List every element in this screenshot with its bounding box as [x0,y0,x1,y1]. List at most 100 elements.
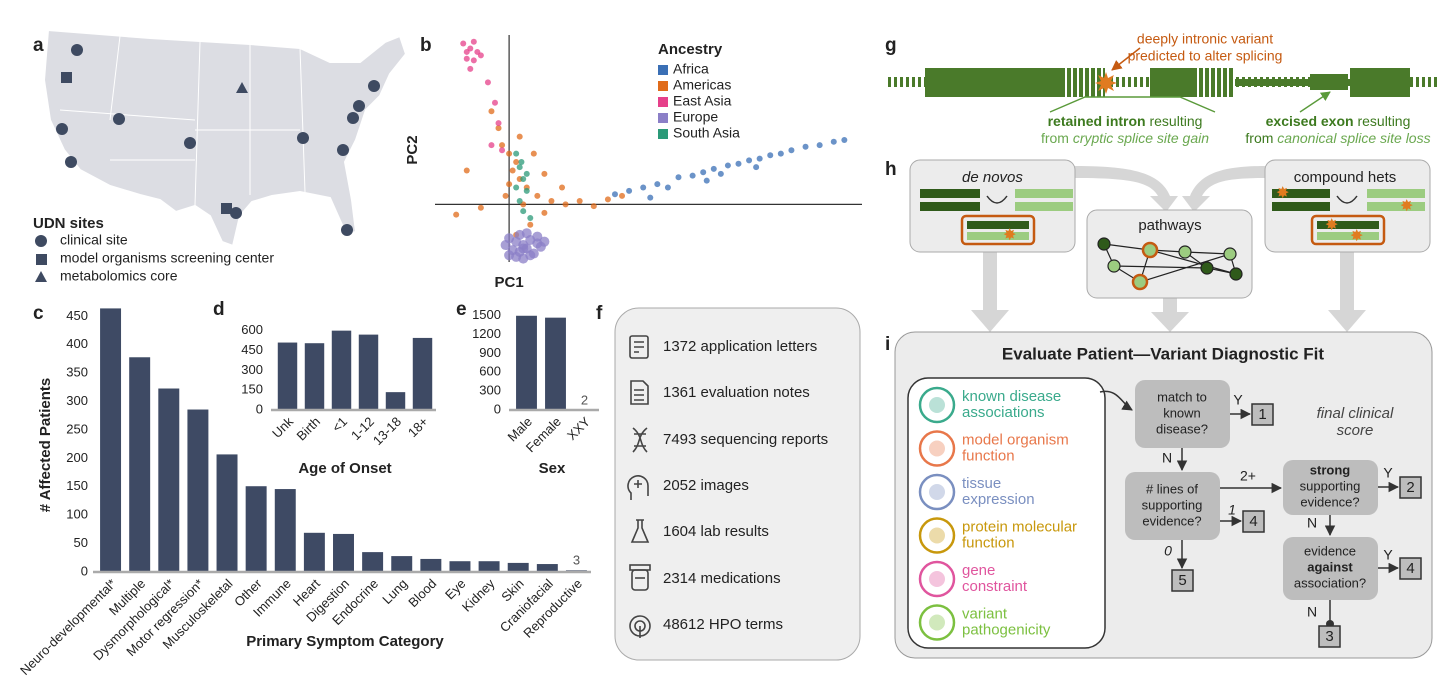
shape [1178,245,1192,259]
bar [412,337,433,410]
edge-label: N [1307,515,1317,531]
y-axis-label: PC2 [404,135,421,164]
edge-label: Y [1383,465,1393,481]
point [562,201,569,208]
y-tick-label: 600 [241,322,263,337]
record-label: 7493 sequencing reports [663,431,828,448]
point [753,164,760,171]
y-tick-label: 0 [494,401,501,416]
decision-boxes [1125,380,1378,600]
point [548,198,555,205]
shape [1317,221,1379,229]
y-tick-label: 400 [66,336,88,351]
shape [1015,189,1073,198]
shape [629,564,651,571]
evidence-label: constraint [962,578,1028,595]
shape [920,202,980,211]
retained-label: retained intron resulting [1048,113,1203,129]
decision-label: match to [1157,389,1207,404]
evidence-label: model organism [962,431,1069,448]
bar [478,561,500,572]
y-tick-label: 200 [66,450,88,465]
point [532,231,543,242]
bar [333,533,354,572]
shape [630,519,650,543]
panel-letter: f [596,303,603,324]
us-map [42,28,408,248]
record-label: 1604 lab results [663,523,769,540]
legend-label: Europe [673,109,718,125]
text-run: canonical splice site loss [1277,130,1430,146]
point [495,120,502,127]
point [520,175,527,182]
legend-label: South Asia [673,125,740,141]
panel-letter: h [885,159,897,180]
shape [1200,261,1214,275]
legend-swatch [658,81,668,91]
score: 5 [1178,572,1186,589]
excised-exon [1310,74,1348,90]
decision-label: # lines of [1146,481,1198,496]
point [460,40,467,47]
score: 4 [1406,560,1414,577]
bar [391,556,413,572]
panel-letter: i [885,334,890,355]
legend-swatch [658,129,668,139]
point [516,164,523,171]
legend-label: Africa [673,61,709,77]
evidence-label: known disease [962,388,1061,405]
x-axis-label: Sex [539,460,566,477]
y-axis-label: # Affected Patients [37,378,54,512]
x-tick-label: 13-18 [370,414,404,448]
point [841,137,848,144]
point [477,52,484,59]
score-box [1399,476,1422,499]
shape [630,380,649,405]
y-tick-label: 300 [241,362,263,377]
evidence-label: tissue [962,475,1001,492]
legend-marker [35,271,47,282]
point [470,57,477,64]
legend-swatch [658,97,668,107]
point [710,165,717,172]
point [491,99,498,106]
x-tick-label: Kidney [459,576,498,615]
panel-letter: e [456,299,467,320]
text-run: cryptic splice site gain [1073,130,1209,146]
decision-label: supporting [1300,478,1361,493]
shape [236,82,248,93]
point [530,150,537,157]
bar [516,315,537,410]
shape [1317,232,1379,240]
map-legend-title: UDN sites [33,215,104,232]
shape [1283,460,1378,515]
point [488,108,495,115]
shape [1367,189,1425,198]
panel-letter: g [885,35,897,56]
shape [1075,166,1178,212]
shape [960,214,1036,246]
shape [967,232,1029,240]
point [525,250,536,261]
shape [1151,298,1189,332]
point [604,196,611,203]
bar [358,334,379,410]
y-tick-label: 1500 [472,307,501,322]
shape [184,137,196,149]
edge-label: N [1162,450,1172,466]
source-label: pathways [1138,217,1201,234]
source-label: compound hets [1294,169,1397,186]
bar [245,486,267,572]
bar [187,409,209,572]
point [506,181,513,188]
y-tick-label: 150 [66,478,88,493]
shape: ✸ [1350,228,1363,245]
point [504,250,515,261]
panel-letter: d [213,299,225,320]
edge-label: 2+ [1240,468,1256,484]
shape [1367,202,1425,211]
point [453,211,460,218]
evidence-label: associations [962,404,1045,421]
